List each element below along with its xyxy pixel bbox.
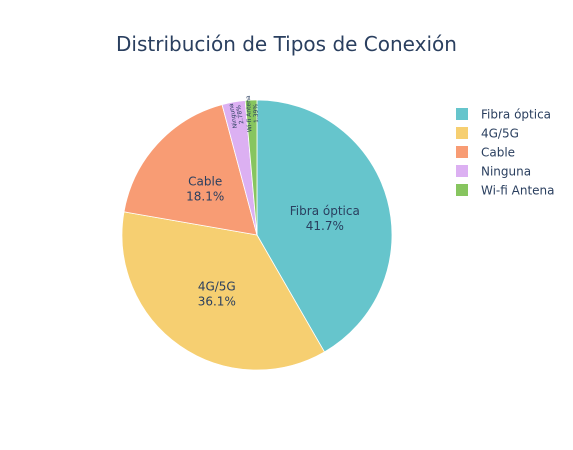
legend-label: Fibra óptica [481, 108, 551, 122]
legend-swatch [456, 146, 468, 158]
legend-swatch [456, 127, 468, 139]
pie-slice-4g-5g[interactable] [121, 211, 326, 371]
legend-label: Cable [481, 146, 515, 160]
legend-label: Wi-fi Antena [481, 184, 555, 198]
legend-item-cable[interactable]: Cable [456, 146, 515, 160]
pie-slices [121, 99, 393, 371]
pie-slice-fibra-optica[interactable] [256, 99, 393, 353]
pie-labels: Fibra óptica 41.7% 4G/5G 36.1% Cable 18.1% Nin… [186, 95, 360, 309]
legend-item-ninguna[interactable]: Ninguna [456, 165, 531, 179]
slice-label-wi-fi-antena: Wi-fi Antena1.39% [245, 95, 261, 133]
pie-slice-cable[interactable] [123, 104, 258, 236]
legend[interactable]: Fibra óptica 4G/5G Cable Ninguna Wi-fi Anten… [456, 108, 555, 198]
legend-item-wi-fi-antena[interactable]: Wi-fi Antena [456, 184, 555, 198]
legend-label: 4G/5G [481, 127, 519, 141]
chart-title: Distribución de Tipos de Conexión [116, 32, 457, 56]
legend-swatch [456, 108, 468, 120]
pie-slice-wi-fi-antena[interactable] [244, 99, 258, 236]
slice-label-4g-5g: 4G/5G 36.1% [198, 280, 236, 309]
legend-swatch [456, 165, 468, 177]
slice-label-fibra-optica: Fibra óptica 41.7% [290, 204, 360, 233]
slice-label-ninguna: Ninguna2.78% [228, 101, 246, 128]
slice-label-cable: Cable 18.1% [186, 175, 224, 204]
legend-label: Ninguna [481, 165, 531, 179]
legend-item-fibra-optica[interactable]: Fibra óptica [456, 108, 551, 122]
legend-item-4g-5g[interactable]: 4G/5G [456, 127, 519, 141]
legend-swatch [456, 184, 468, 196]
